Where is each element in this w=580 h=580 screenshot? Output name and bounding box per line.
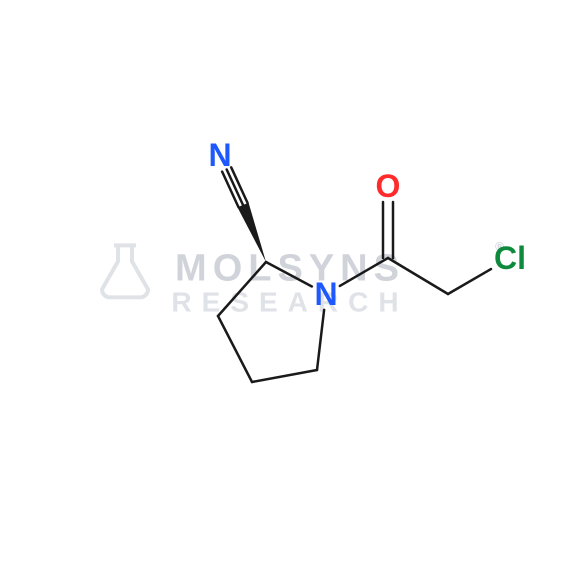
molecule-diagram: N N O Cl — [0, 0, 580, 580]
atom-N_nitrile: N — [208, 137, 231, 173]
atom-N_ring: N — [314, 276, 337, 312]
atom-Cl: Cl — [494, 240, 526, 276]
atom-O: O — [376, 168, 401, 204]
canvas: MOLSYNS RESEARCH ® NNOCl — [0, 0, 580, 580]
